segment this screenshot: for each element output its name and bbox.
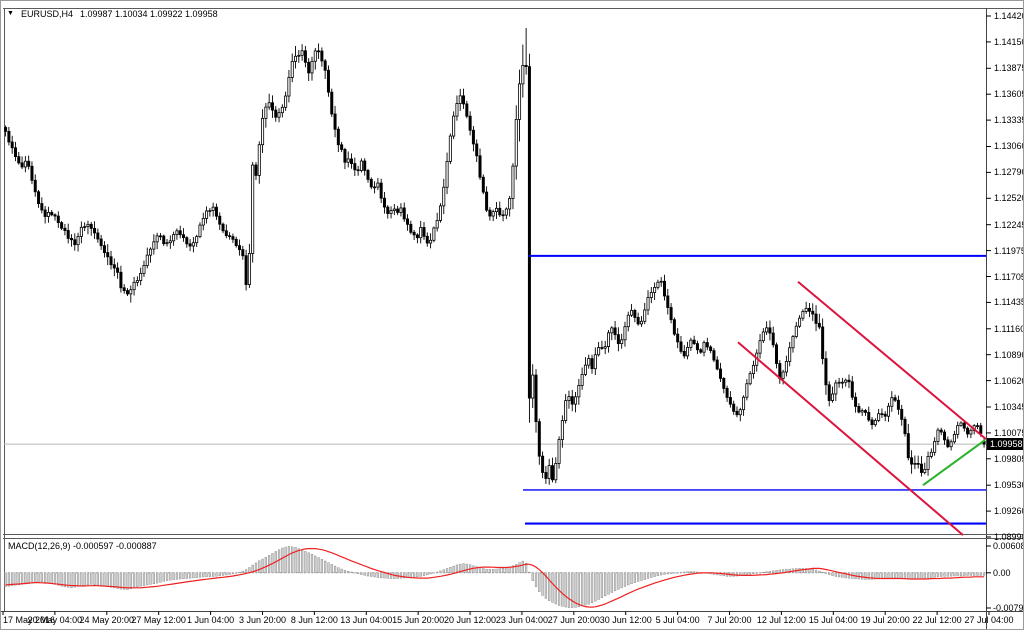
- time-tick-label: 7 Jul 20:00: [707, 615, 752, 625]
- price-tick-label: 1.11975: [994, 245, 1024, 256]
- descending-channel-upper[interactable]: [797, 281, 987, 440]
- chart-objects[interactable]: [523, 254, 987, 536]
- time-tick-label: 15 Jul 04:00: [808, 615, 858, 625]
- time-tick-label: 1 Jun 04:00: [187, 615, 235, 625]
- time-tick-label: 5 Jul 04:00: [655, 615, 700, 625]
- price-tick-label: 1.14150: [994, 36, 1024, 47]
- price-tick-label: 1.11160: [994, 323, 1024, 334]
- price-tick-label: 1.09260: [994, 506, 1024, 517]
- time-tick-label: 20 Jun 12:00: [444, 615, 497, 625]
- price-tick-label: 1.10620: [994, 375, 1024, 386]
- macd-scale-min: -0.00799: [993, 602, 1024, 613]
- price-tick-label: 1.12245: [994, 219, 1024, 230]
- symbol-dropdown-icon[interactable]: ▼: [7, 10, 14, 17]
- time-tick-label: 20 May 04:00: [27, 615, 83, 625]
- time-tick-label: 17 May 2016: [3, 615, 56, 625]
- ascending-trendline[interactable]: [922, 439, 986, 486]
- macd-indicator-label: MACD(12,26,9) -0.000597 -0.000887: [8, 541, 157, 551]
- price-tick-label: 1.14420: [994, 11, 1024, 21]
- price-tick-label: 1.10345: [994, 401, 1024, 412]
- symbol-period-label: EURUSD,H4: [20, 9, 73, 19]
- price-tick-label: 1.11435: [994, 297, 1024, 308]
- time-tick-label: 13 Jun 04:00: [340, 615, 393, 625]
- time-tick-label: 3 Jun 20:00: [238, 615, 286, 625]
- chart-title-bar: ▼ EURUSD,H4 1.09987 1.10034 1.09922 1.09…: [7, 9, 218, 19]
- macd-scale-max: 0.006086: [993, 540, 1023, 551]
- time-tick-label: 19 Jul 20:00: [860, 615, 910, 625]
- price-tick-label: 1.12790: [994, 167, 1024, 178]
- price-tick-label: 1.13335: [994, 115, 1024, 126]
- current-price-badge: 1.09958: [987, 438, 1023, 451]
- price-tick-label: 1.13605: [994, 89, 1024, 100]
- ohlc-values-label: 1.09987 1.10034 1.09922 1.09958: [79, 9, 218, 19]
- descending-channel-lower[interactable]: [737, 341, 964, 536]
- time-tick-label: 15 Jun 20:00: [392, 615, 445, 625]
- time-tick-label: 23 Jun 04:00: [495, 615, 548, 625]
- time-tick-label: 8 Jun 12:00: [290, 615, 338, 625]
- price-tick-label: 1.13875: [994, 63, 1024, 74]
- price-tick-label: 1.10075: [994, 427, 1024, 438]
- price-tick-label: 1.08990: [994, 532, 1024, 542]
- price-tick-label: 1.09805: [994, 453, 1024, 464]
- price-tick-label: 1.10890: [994, 349, 1024, 360]
- price-tick-label: 1.11705: [994, 271, 1024, 282]
- macd-signal-line: [5, 548, 985, 608]
- time-tick-label: 22 Jul 12:00: [912, 615, 962, 625]
- time-tick-label: 27 Jul 04:00: [964, 615, 1014, 625]
- time-tick-label: 24 May 20:00: [79, 615, 135, 625]
- time-tick-label: 12 Jul 12:00: [756, 615, 806, 625]
- time-tick-label: 30 Jun 12:00: [599, 615, 652, 625]
- time-tick-label: 27 May 12:00: [131, 615, 186, 625]
- macd-scale-zero: 0.00: [993, 567, 1011, 578]
- macd-histogram: [4, 546, 986, 608]
- price-tick-label: 1.13060: [994, 141, 1024, 152]
- time-tick-label: 27 Jun 20:00: [547, 615, 600, 625]
- price-tick-label: 1.09530: [994, 480, 1024, 491]
- price-tick-label: 1.12520: [994, 193, 1024, 204]
